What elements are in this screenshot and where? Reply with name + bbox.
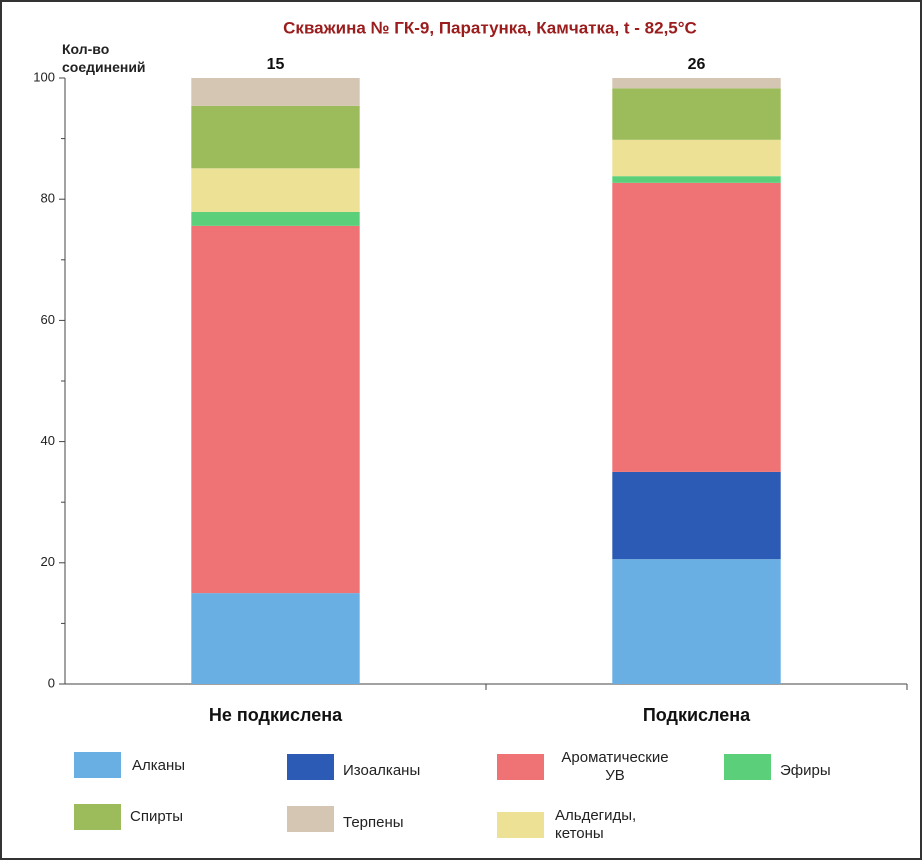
y-axis-label: Кол-во соединений: [62, 41, 146, 75]
y-tick-label: 100: [33, 69, 55, 84]
bar-segment: [191, 593, 360, 684]
legend-swatch: [497, 754, 544, 780]
legend-label: Эфиры: [780, 762, 831, 779]
x-tick-label: Не подкислена: [209, 705, 343, 725]
x-tick-label: Подкислена: [643, 705, 751, 725]
legend-swatch: [287, 754, 334, 780]
y-tick-label: 60: [41, 312, 55, 327]
bar-segment: [612, 471, 781, 560]
legend-label: Алканы: [132, 757, 186, 774]
legend-swatch: [287, 806, 334, 832]
bar-segment: [191, 78, 360, 106]
y-tick-label: 20: [41, 554, 55, 569]
legend-label: Альдегиды, кетоны: [555, 807, 637, 842]
y-tick-label: 80: [41, 191, 55, 206]
bar-total: 15: [267, 56, 285, 73]
bar-segment: [612, 176, 781, 183]
bar-segment: [612, 182, 781, 472]
y-tick-label: 0: [48, 675, 55, 690]
bar-segment: [612, 139, 781, 177]
legend-swatch: [724, 754, 771, 780]
y-tick-label: 40: [41, 433, 55, 448]
legend-label: Ароматические УВ: [561, 749, 669, 784]
legend-label: Спирты: [130, 808, 183, 825]
chart-title: Скважина № ГК-9, Паратунка, Камчатка, t …: [283, 18, 697, 37]
legend-swatch: [74, 752, 121, 778]
bar-segment: [191, 225, 360, 594]
bar-segment: [612, 78, 781, 89]
bar-segment: [612, 88, 781, 140]
bar-segment: [612, 559, 781, 684]
legend-swatch: [497, 812, 544, 838]
bar-segment: [191, 105, 360, 169]
legend-swatch: [74, 804, 121, 830]
legend-label: Терпены: [343, 814, 404, 831]
bar-segment: [191, 168, 360, 212]
bar-segment: [191, 211, 360, 226]
legend-label: Изоалканы: [343, 762, 421, 779]
bar-total: 26: [688, 56, 706, 73]
